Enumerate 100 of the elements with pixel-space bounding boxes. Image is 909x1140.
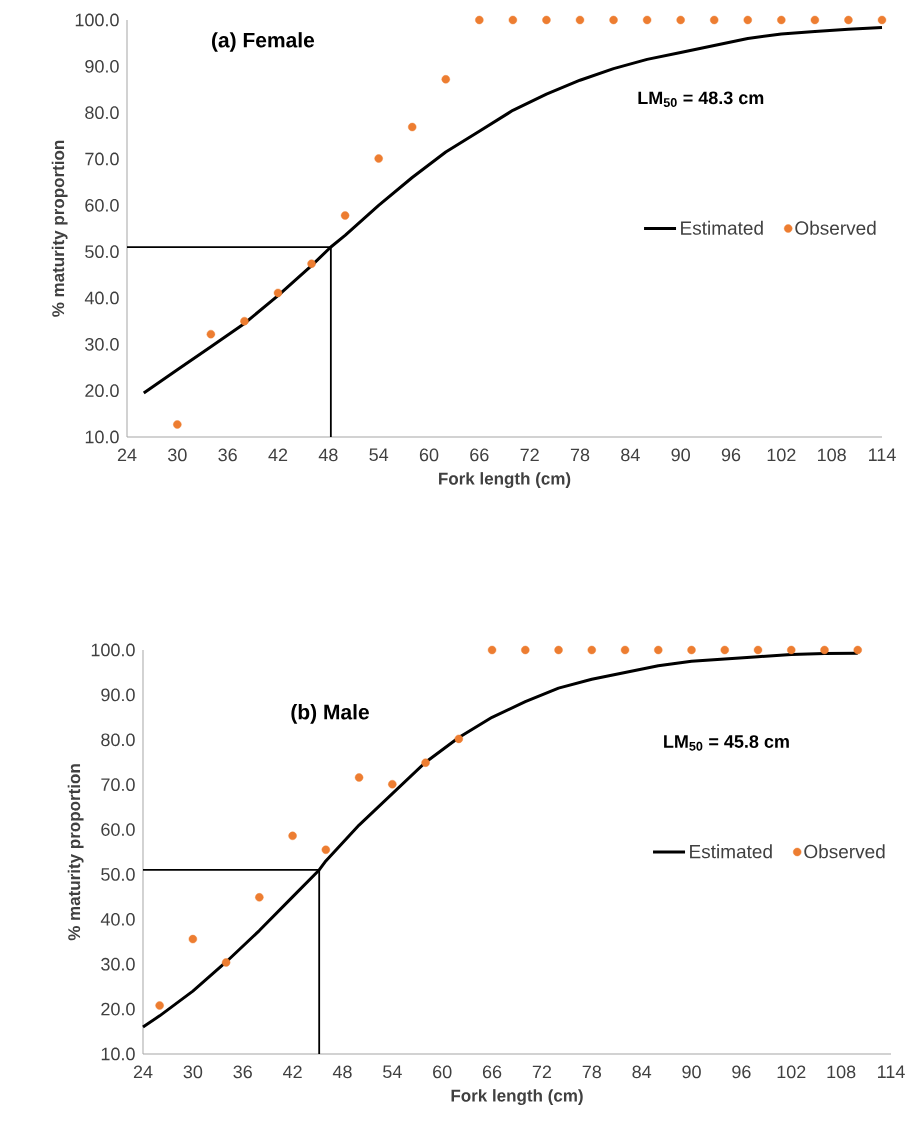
- x-tick-label: 30: [168, 448, 187, 462]
- point: [554, 645, 563, 655]
- x-tick-label: 36: [218, 448, 237, 462]
- x-tick-label: 48: [332, 1065, 352, 1079]
- y-tick-label: 60.0: [85, 198, 119, 212]
- point: [620, 645, 630, 655]
- point: [408, 122, 417, 132]
- annotation: LM$_{50}$ = 45.8 cm: [664, 735, 789, 751]
- x-tick-label: 78: [570, 448, 590, 462]
- text: (b) Male: [291, 704, 369, 724]
- annotation: LM$_{50}$ = 48.3 cm: [638, 91, 764, 107]
- point: [743, 15, 752, 25]
- point: [787, 645, 796, 655]
- point: [654, 645, 663, 655]
- x-tick-label: 42: [268, 448, 288, 462]
- point: [853, 645, 862, 655]
- point: [307, 259, 316, 268]
- x-tick-label: 42: [282, 1065, 302, 1079]
- point: [340, 211, 350, 220]
- y-tick-label: 40.0: [84, 291, 119, 305]
- x-tick-label: 114: [878, 1065, 905, 1078]
- y-tick-label: 20.0: [101, 1002, 135, 1016]
- x-tick-label: 102: [777, 1065, 806, 1079]
- x-tick-label: 84: [621, 448, 640, 462]
- x-tick-label: 90: [671, 448, 690, 462]
- y-tick-label: 70.0: [85, 152, 119, 166]
- point: [374, 154, 383, 163]
- x-tick-label: 78: [582, 1065, 602, 1079]
- x-tick-label: 24: [133, 1065, 153, 1079]
- point: [676, 15, 685, 25]
- point: [475, 15, 484, 25]
- point: [221, 958, 231, 967]
- x-tick-label: 54: [369, 448, 389, 462]
- x-tick-label: 60: [419, 448, 439, 462]
- point: [321, 845, 331, 854]
- x-tick-label: 108: [818, 448, 846, 462]
- y-tick-label: 70.0: [101, 778, 135, 792]
- legend-label: Estimated: [690, 844, 772, 859]
- x-tick-label: 72: [532, 1065, 552, 1079]
- point: [288, 831, 297, 841]
- x-tick-label: 84: [632, 1065, 652, 1079]
- y-tick-label: 90.0: [101, 688, 135, 702]
- point: [508, 15, 518, 25]
- x-tick-label: 66: [482, 1065, 502, 1079]
- y-tick-label: 50.0: [85, 245, 119, 259]
- x-tick-label: 60: [433, 1065, 452, 1079]
- x-axis-title: Fork length (cm): [439, 472, 571, 489]
- x-axis-title: Fork length (cm): [451, 1089, 583, 1106]
- point: [173, 420, 182, 429]
- y-tick-label: 10.0: [101, 1047, 135, 1061]
- legend-label: Observed: [795, 220, 876, 235]
- point: [687, 645, 696, 655]
- x-tick-label: 90: [682, 1065, 701, 1079]
- x-tick-label: 66: [470, 448, 489, 462]
- point: [720, 645, 729, 655]
- point: [542, 15, 551, 25]
- x-tick-label: 30: [183, 1065, 203, 1079]
- y-tick-label: 20.0: [85, 384, 119, 398]
- point: [188, 934, 198, 944]
- y-tick-label: 50.0: [101, 868, 135, 881]
- point: [521, 645, 530, 655]
- point: [587, 645, 596, 655]
- point: [710, 15, 719, 25]
- legend-label: Estimated: [681, 220, 763, 235]
- point: [810, 15, 820, 25]
- y-tick-label: 60.0: [101, 823, 135, 836]
- point: [609, 15, 618, 25]
- point: [255, 893, 264, 902]
- point: [421, 758, 430, 767]
- y-tick-label: 80.0: [85, 106, 119, 120]
- point: [575, 15, 585, 25]
- point: [388, 780, 397, 789]
- legend-label: Observed: [804, 844, 885, 859]
- y-tick-label: 30.0: [101, 957, 135, 971]
- point: [844, 15, 853, 25]
- point: [777, 15, 786, 25]
- x-tick-label: 114: [869, 448, 896, 461]
- x-tick-label: 96: [721, 448, 741, 462]
- x-tick-label: 48: [318, 448, 338, 462]
- text: (a) Female: [212, 32, 315, 52]
- y-axis-title: % maturity proportion: [51, 140, 68, 317]
- y-axis-title: % maturity proportion: [67, 764, 84, 941]
- y-tick-label: 30.0: [85, 337, 119, 351]
- point: [240, 316, 249, 326]
- point: [820, 645, 829, 655]
- point: [877, 15, 887, 25]
- y-tick-label: 40.0: [100, 912, 135, 926]
- point: [487, 645, 497, 655]
- x-tick-label: 72: [520, 448, 539, 462]
- point: [454, 734, 464, 744]
- x-tick-label: 24: [117, 448, 137, 462]
- point: [273, 288, 283, 298]
- y-tick-label: 100.0: [75, 13, 119, 27]
- x-tick-label: 96: [732, 1065, 751, 1079]
- x-tick-label: 54: [383, 1065, 402, 1079]
- y-tick-label: 80.0: [101, 733, 135, 747]
- point: [155, 1001, 164, 1010]
- point: [206, 329, 216, 339]
- point: [441, 75, 450, 84]
- y-tick-label: 100.0: [91, 643, 135, 657]
